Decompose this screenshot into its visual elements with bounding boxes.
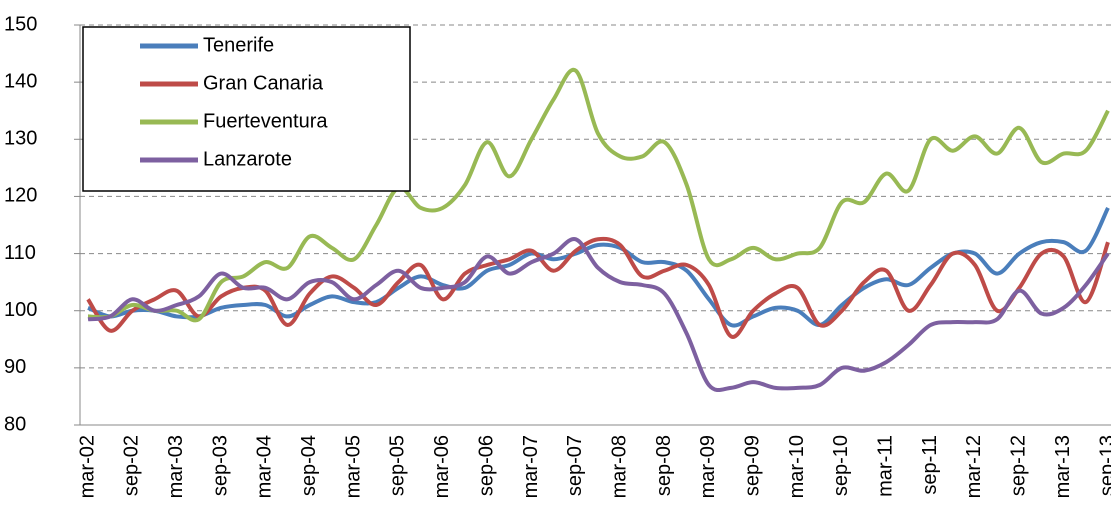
legend-label: Tenerife [203, 34, 274, 56]
x-tick-label: sep-04 [298, 435, 320, 496]
x-tick-label: sep-10 [830, 435, 852, 496]
legend-label: Fuerteventura [203, 110, 328, 132]
legend-label: Lanzarote [203, 148, 292, 170]
y-tick-label: 140 [4, 70, 37, 92]
x-tick-label: sep-06 [475, 435, 497, 496]
series-line [87, 206, 1110, 328]
x-tick-label: mar-08 [608, 435, 630, 498]
x-tick-label: mar-09 [697, 435, 719, 498]
y-tick-label: 110 [4, 242, 36, 264]
x-tick-label: sep-07 [564, 435, 586, 496]
y-tick-label: 150 [4, 13, 37, 35]
series-line [87, 237, 1110, 393]
x-tick-label: mar-13 [1052, 435, 1074, 498]
y-tick-label: 100 [4, 299, 37, 321]
x-tick-label: sep-12 [1008, 435, 1030, 496]
x-tick-label: sep-08 [653, 435, 675, 496]
x-tick-label: mar-05 [342, 435, 364, 498]
x-tick-label: mar-04 [254, 435, 276, 498]
x-tick-label: mar-11 [875, 435, 897, 497]
x-tick-label: mar-12 [963, 435, 985, 498]
legend: Tenerife Gran Canaria Fuerteventura Lanzaro… [82, 26, 411, 192]
x-tick-label: sep-05 [387, 435, 409, 496]
x-tick-label: sep-13 [1096, 435, 1111, 496]
x-tick-label: mar-02 [76, 435, 98, 498]
y-tick-label: 120 [4, 185, 37, 207]
x-tick-label: mar-03 [165, 435, 187, 498]
y-tick-label: 80 [4, 413, 26, 435]
series-line [87, 67, 1110, 323]
x-tick-label: sep-02 [121, 435, 143, 496]
y-tick-label: 130 [4, 128, 37, 150]
x-tick-label: sep-09 [741, 435, 763, 496]
x-tick-label: sep-03 [209, 435, 231, 496]
x-tick-label: mar-06 [431, 435, 453, 498]
x-tick-label: mar-07 [520, 435, 542, 498]
x-tick-label: mar-10 [786, 435, 808, 498]
y-tick-label: 90 [4, 356, 26, 378]
x-tick-label: sep-11 [919, 435, 941, 495]
legend-label: Gran Canaria [203, 72, 324, 94]
legend-box [82, 26, 411, 192]
